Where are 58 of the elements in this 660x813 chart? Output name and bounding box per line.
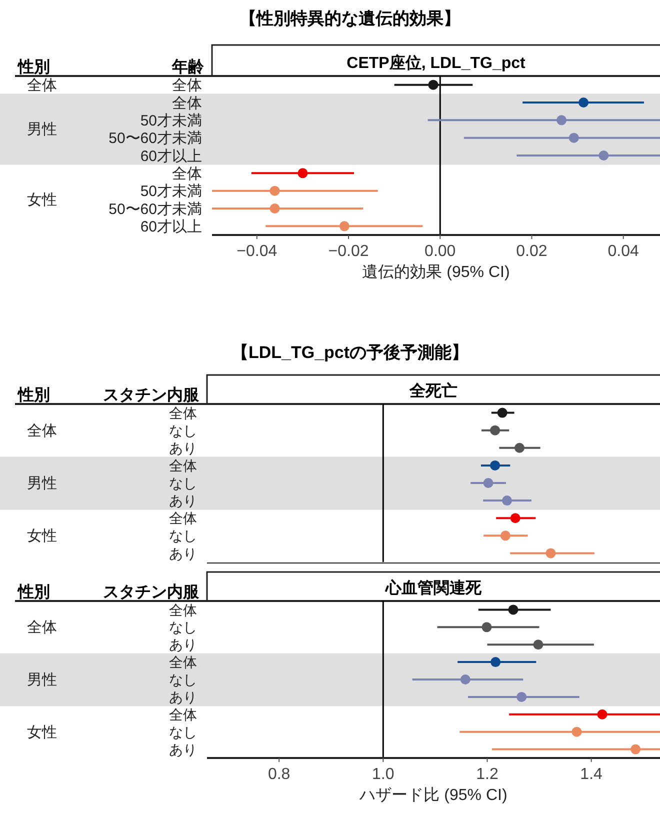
- chart-title: 【LDL_TG_pctの予後予測能】: [231, 343, 469, 362]
- y-tick-label: 全体: [172, 77, 202, 94]
- text: 性別: [17, 583, 50, 601]
- y-tick-label: なし: [169, 475, 197, 492]
- text: 年齢: [171, 58, 205, 76]
- y-tick-label: あり: [169, 636, 197, 653]
- y-tick-label: なし: [169, 619, 197, 636]
- y-tick-label: 全体: [172, 94, 202, 112]
- y-tick-label: なし: [169, 422, 197, 438]
- text: 全体: [27, 619, 57, 636]
- text: 性別: [17, 58, 50, 76]
- x-axis-title: 遺伝的効果 (95% CI): [362, 263, 510, 281]
- x-tick-label: 0.02: [516, 243, 548, 260]
- y-tick-label: 50才未満: [140, 183, 202, 200]
- y-tick-label: なし: [169, 528, 197, 544]
- x-axis-title: ハザード比 (95% CI): [358, 786, 508, 804]
- y-tick-label: なし: [169, 724, 197, 740]
- x-tick-label: −0.02: [328, 243, 369, 260]
- y-tick-label: あり: [169, 492, 197, 509]
- text: 女性: [27, 192, 57, 209]
- y-tick-label: 全体: [169, 602, 197, 618]
- y-tick-label: あり: [169, 545, 197, 562]
- x-tick-label: 1.0: [372, 766, 394, 783]
- y-tick-label: 全体: [169, 706, 197, 722]
- y-tick-label: あり: [169, 440, 197, 456]
- text: 男性: [27, 121, 57, 138]
- y-tick-label: あり: [169, 741, 197, 758]
- y-tick-label: 60才以上: [140, 218, 202, 236]
- x-tick-label: 1.4: [580, 766, 603, 783]
- y-tick-label: 50才未満: [140, 112, 202, 130]
- text: 女性: [27, 528, 57, 545]
- text: スタチン内服: [103, 583, 200, 601]
- x-tick-label: −0.04: [236, 243, 278, 260]
- chart-subtitle: 全死亡: [408, 381, 458, 400]
- chart-title: 【性別特異的な遺伝的効果】: [240, 9, 460, 28]
- chart-subtitle: CETP座位, LDL_TG_pct: [346, 53, 526, 72]
- text: スタチン内服: [103, 386, 200, 404]
- y-tick-label: 60才以上: [140, 148, 202, 165]
- chart-subtitle: 心血管関連死: [384, 578, 482, 597]
- y-tick-label: 全体: [169, 404, 197, 421]
- y-tick-label: 全体: [169, 510, 197, 526]
- y-tick-label: 50〜60才未満: [108, 200, 202, 218]
- x-tick-label: 1.2: [476, 766, 498, 783]
- text: 男性: [27, 672, 57, 688]
- text: 女性: [27, 724, 57, 741]
- y-tick-label: 50〜60才未満: [108, 130, 202, 148]
- text: 全体: [27, 76, 57, 94]
- y-tick-label: なし: [169, 672, 197, 688]
- y-tick-label: 全体: [169, 654, 197, 670]
- text: 全体: [27, 422, 57, 440]
- x-tick-label: 0.04: [608, 243, 640, 260]
- y-tick-label: 全体: [169, 457, 197, 474]
- x-tick-label: 0.00: [424, 243, 456, 260]
- text: 男性: [27, 475, 57, 492]
- y-tick-label: あり: [169, 688, 197, 705]
- x-tick-label: 0.8: [268, 766, 290, 783]
- text: 性別: [17, 386, 50, 404]
- y-tick-label: 全体: [172, 166, 202, 183]
